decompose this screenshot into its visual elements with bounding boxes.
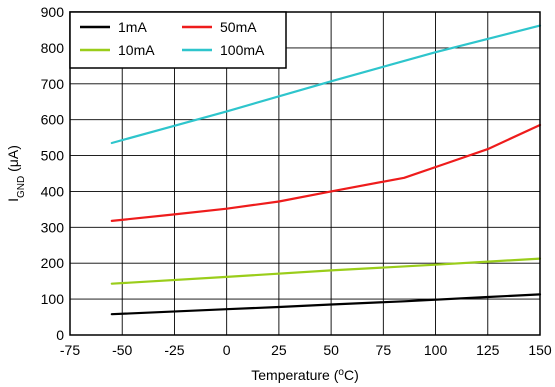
legend-label: 1mA <box>118 19 147 35</box>
x-tick-label: 50 <box>323 342 339 358</box>
x-tick-label: 75 <box>376 342 392 358</box>
y-tick-label: 800 <box>41 40 65 56</box>
y-axis-label: IGND (μA) <box>5 145 27 202</box>
y-tick-labels: 0 100 200 300 400 500 600 700 800 900 <box>41 4 65 343</box>
series-line-50mA <box>110 123 542 222</box>
legend: 1mA 50mA 10mA 100mA <box>69 11 287 69</box>
x-axis-label: Temperature (oC) <box>251 367 359 384</box>
y-tick-label: 500 <box>41 148 65 164</box>
y-tick-label: 100 <box>41 291 65 307</box>
x-tick-label: -75 <box>60 342 80 358</box>
legend-label: 100mA <box>220 42 265 58</box>
series-layer <box>110 24 542 316</box>
y-tick-label: 600 <box>41 112 65 128</box>
y-tick-label: 400 <box>41 183 65 199</box>
x-tick-label: -50 <box>112 342 132 358</box>
x-tick-label: -25 <box>164 342 184 358</box>
x-tick-labels: -75 -50 -25 0 25 50 75 100 125 150 <box>60 342 552 358</box>
x-tick-label: 125 <box>476 342 500 358</box>
x-tick-label: 100 <box>424 342 448 358</box>
x-tick-label: 25 <box>271 342 287 358</box>
legend-box <box>69 11 287 69</box>
x-tick-label: 0 <box>223 342 231 358</box>
y-tick-label: 0 <box>56 327 64 343</box>
legend-label: 50mA <box>220 19 257 35</box>
series-line-1mA <box>110 293 542 316</box>
x-tick-label: 150 <box>528 342 552 358</box>
series-line-10mA <box>110 257 542 285</box>
y-tick-label: 700 <box>41 76 65 92</box>
series-line-100mA <box>110 24 542 145</box>
y-tick-label: 900 <box>41 4 65 20</box>
y-tick-label: 200 <box>41 255 65 271</box>
legend-label: 10mA <box>118 42 155 58</box>
plot-frame <box>69 11 541 336</box>
y-tick-label: 300 <box>41 219 65 235</box>
